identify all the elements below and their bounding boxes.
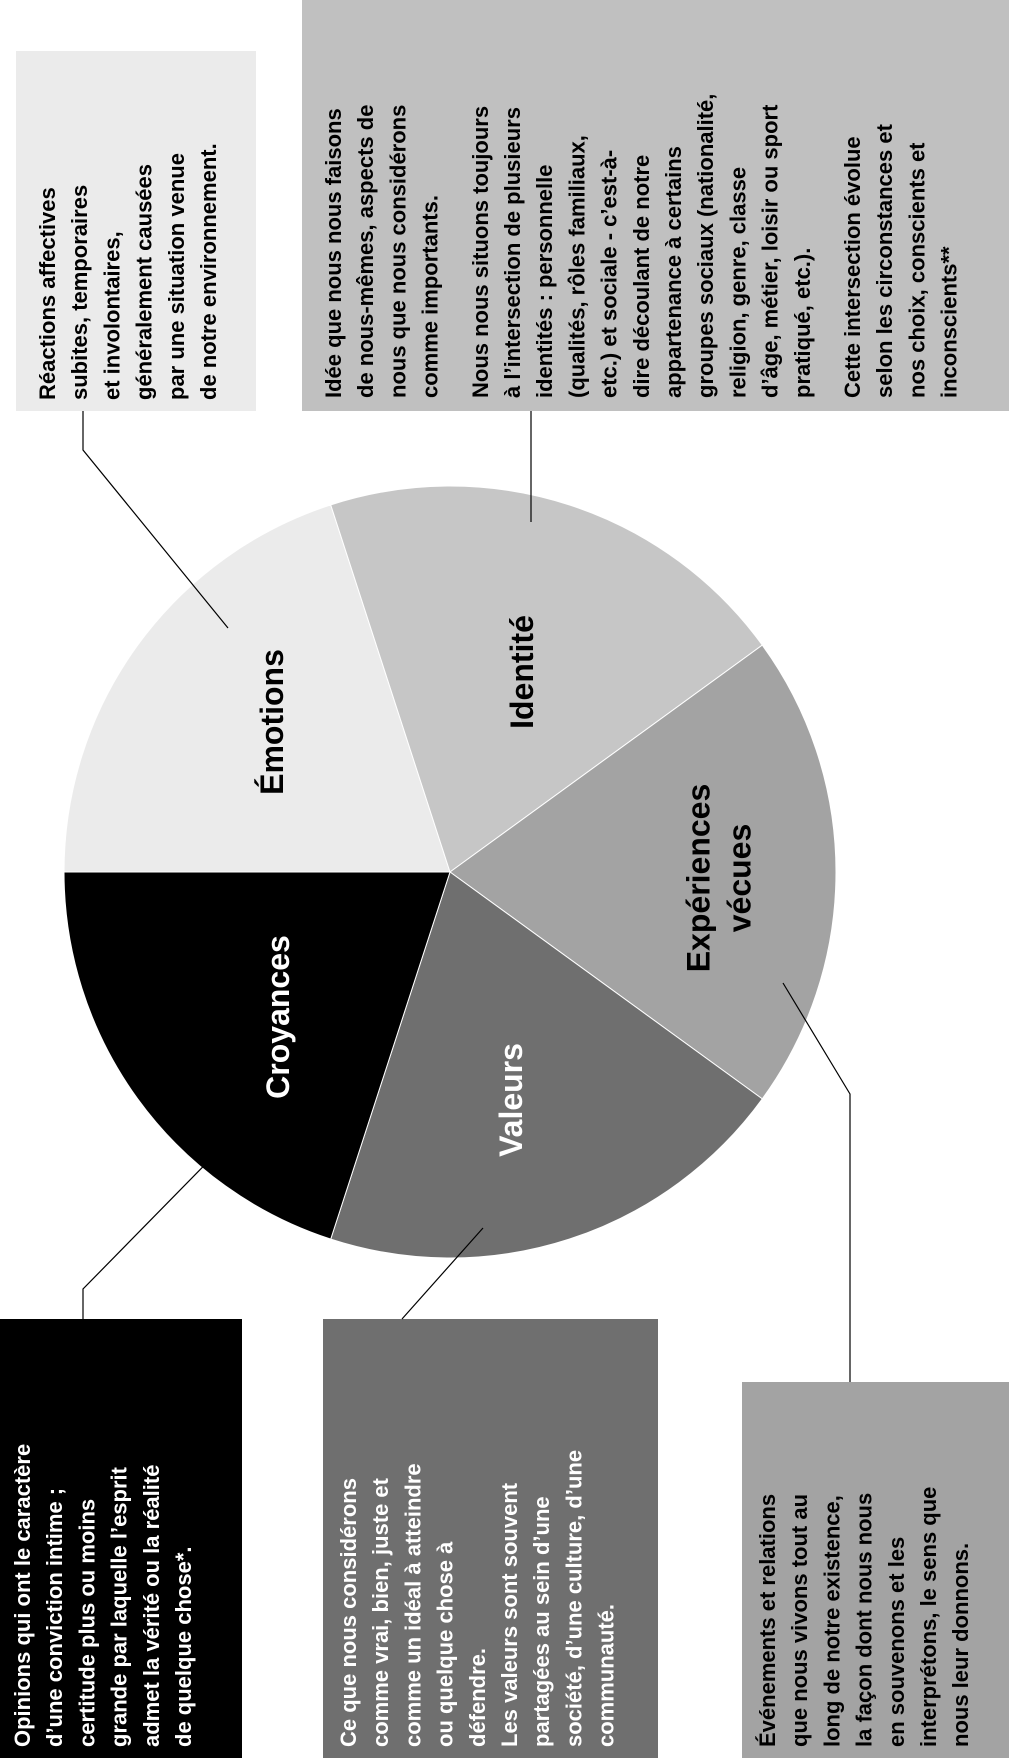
- slice-label: vécues: [722, 824, 758, 933]
- description-line: nous leur donnons.: [948, 1543, 973, 1747]
- description-box: [302, 0, 1009, 411]
- description-line: de nous-mêmes, aspects de: [353, 105, 378, 398]
- slice-label: Émotions: [254, 649, 290, 795]
- description-line: Cette intersection évolue: [840, 136, 865, 398]
- pie-slice: [63, 871, 451, 1240]
- description-line: religion, genre, classe: [725, 167, 750, 398]
- description-line: Ce que nous considérons: [336, 1478, 361, 1747]
- description-line: et involontaires,: [99, 231, 124, 400]
- leader-line: [82, 1129, 240, 1319]
- leader-line: [782, 982, 851, 1382]
- leader-line: [401, 1227, 484, 1320]
- description-line: généralement causées: [132, 164, 157, 400]
- leader-line: [82, 411, 229, 629]
- description-line: dire découlant de notre: [629, 155, 654, 398]
- description-line: etc.) et sociale - c’est-à-: [597, 150, 622, 398]
- description-line: grande par laquelle l’esprit: [107, 1466, 132, 1747]
- pie-slice: [330, 871, 763, 1259]
- description-line: communauté.: [594, 1604, 619, 1747]
- description-line: (qualités, rôles familiaux,: [564, 135, 589, 398]
- description-line: par une situation venue: [164, 153, 189, 400]
- description-line: Réactions affectives: [35, 187, 60, 400]
- description-line: appartenance à certains: [661, 146, 686, 398]
- description-line: Événements et relations: [755, 1494, 780, 1747]
- description-line: selon les circonstances et: [872, 123, 897, 398]
- description-line: d’une conviction intime ;: [42, 1488, 67, 1747]
- description-line: nos choix, conscients et: [904, 142, 929, 398]
- description-line: la façon dont nous nous: [852, 1493, 877, 1747]
- description-line: Idée que nous nous faisons: [321, 108, 346, 398]
- description-line: de notre environnement.: [196, 143, 221, 400]
- slice-label: Valeurs: [493, 1043, 529, 1157]
- description-line: interprétons, le sens que: [916, 1487, 941, 1747]
- description-line: admet la vérité ou la réalité: [139, 1465, 164, 1747]
- description-line: groupes sociaux (nationalité,: [693, 94, 718, 398]
- description-line: Les valeurs sont souvent: [497, 1482, 522, 1747]
- description-box: [742, 1382, 1009, 1758]
- description-line: identités : personnelle: [532, 165, 557, 399]
- description-box: [323, 1319, 658, 1758]
- description-line: de quelque chose*.: [171, 1547, 196, 1748]
- description-line: à l’intersection de plusieurs: [500, 107, 525, 398]
- slice-label: Expériences: [681, 784, 717, 973]
- description-box: [0, 1319, 242, 1758]
- description-line: long de notre existence,: [819, 1495, 844, 1747]
- description-line: défendre.: [465, 1648, 490, 1747]
- description-line: inconscients**: [937, 246, 962, 398]
- description-box: [16, 51, 256, 411]
- description-line: certitude plus ou moins: [74, 1499, 99, 1747]
- description-line: Opinions qui ont le caractère: [10, 1444, 35, 1747]
- description-line: subites, temporaires: [67, 185, 92, 400]
- pie-slice: [330, 485, 763, 873]
- description-line: partagées au sein d’une: [529, 1496, 554, 1747]
- description-line: comme un idéal à atteindre: [400, 1463, 425, 1747]
- description-line: que nous vivons tout au: [787, 1494, 812, 1747]
- slice-label: Croyances: [260, 935, 296, 1099]
- description-line: ou quelque chose à: [433, 1541, 458, 1747]
- description-line: comme importants.: [418, 195, 443, 398]
- slice-label: Identité: [504, 615, 540, 729]
- description-line: en souvenons et les: [884, 1537, 909, 1747]
- description-line: d’âge, métier, loisir ou sport: [758, 104, 783, 398]
- description-line: nous que nous considérons: [385, 105, 410, 398]
- description-line: société, d’une culture, d’une: [561, 1450, 586, 1747]
- description-line: comme vrai, bien, juste et: [368, 1477, 393, 1747]
- description-line: Nous nous situons toujours: [468, 106, 493, 398]
- description-line: pratiqué, etc.).: [790, 248, 815, 398]
- pie-slice: [449, 644, 837, 1100]
- pie-slice: [63, 504, 451, 873]
